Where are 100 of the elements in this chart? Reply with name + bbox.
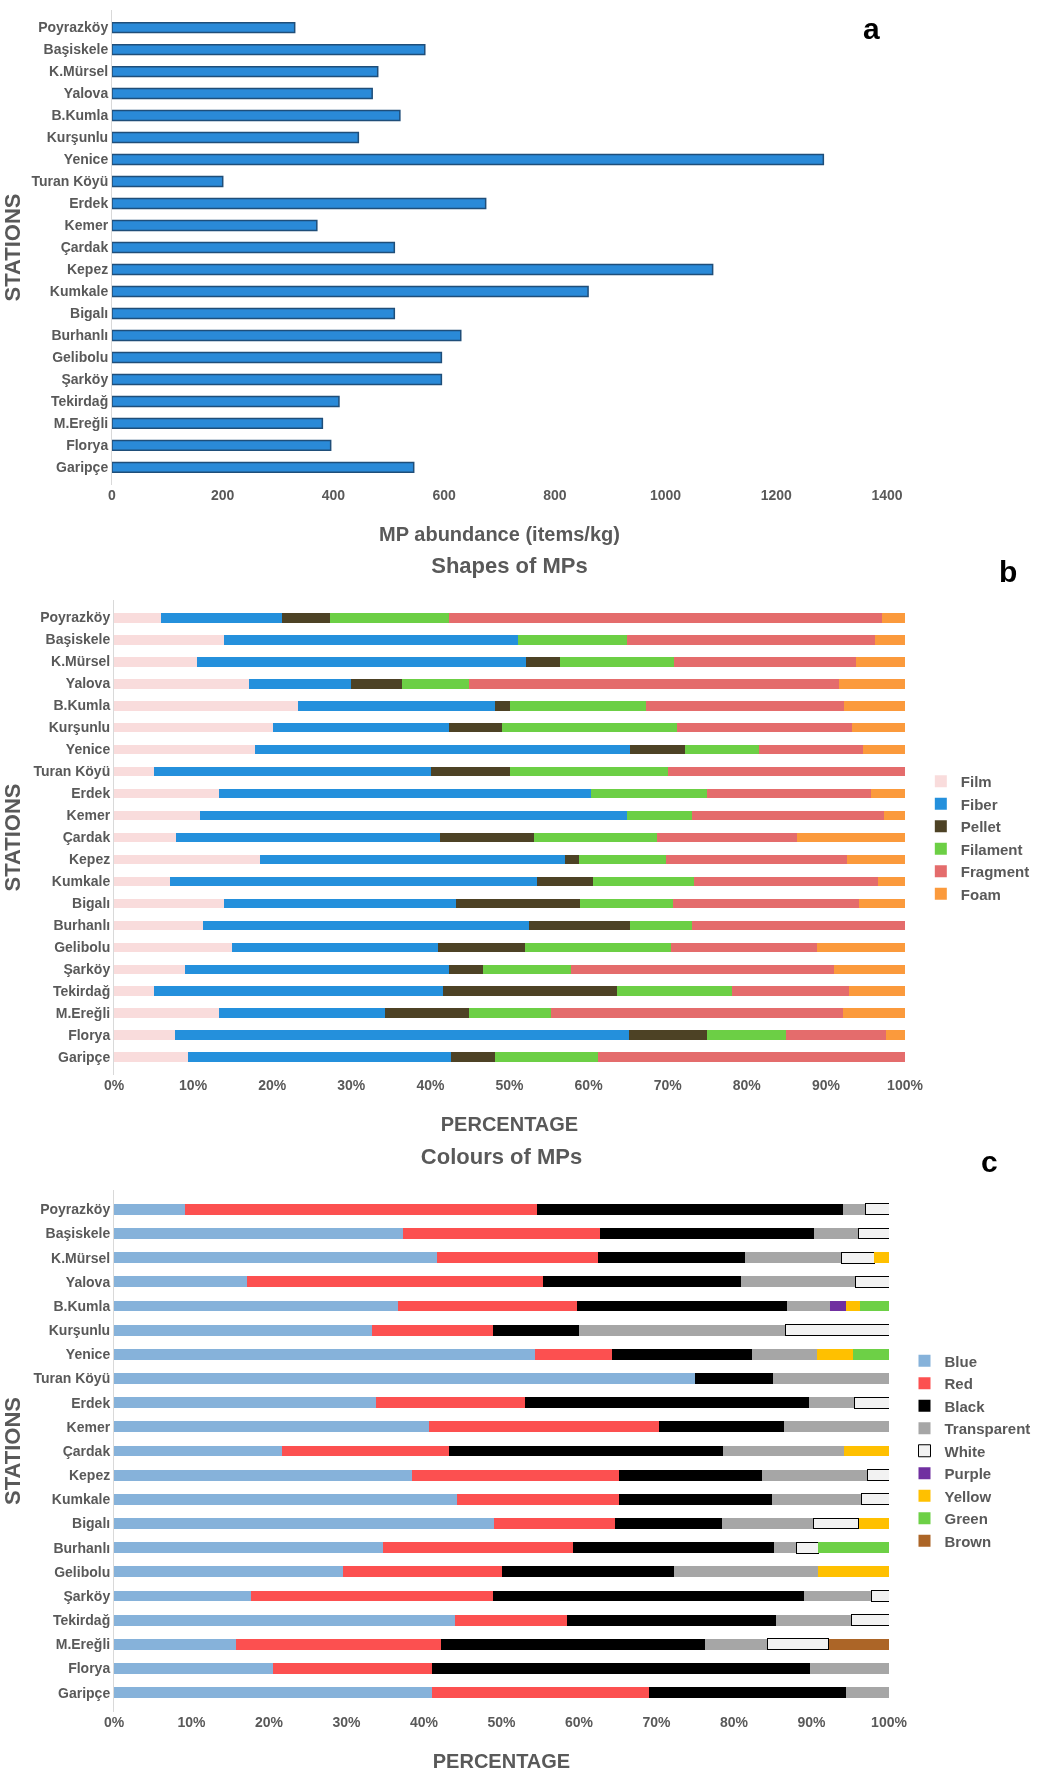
- bar: [112, 21, 296, 34]
- x-tick-label: 40%: [409, 1714, 439, 1730]
- bar: [629, 920, 693, 931]
- bar: [254, 744, 630, 755]
- bar: [692, 920, 905, 931]
- bar: [809, 1663, 889, 1674]
- y-tick-label: Erdek: [71, 785, 111, 802]
- bar: [449, 612, 883, 623]
- bar: [174, 1030, 629, 1041]
- bar: [843, 1203, 866, 1215]
- bar: [231, 942, 438, 953]
- bar: [114, 1421, 429, 1433]
- bar: [272, 1663, 432, 1674]
- bar: [529, 920, 630, 931]
- x-tick-label: 70%: [653, 1077, 683, 1093]
- y-tick-label: Poyrazköy: [40, 1201, 111, 1218]
- bar: [112, 395, 340, 408]
- bar: [112, 373, 443, 386]
- bar: [772, 1373, 889, 1384]
- bar: [648, 1687, 846, 1699]
- bar: [200, 810, 628, 821]
- bar: [112, 65, 379, 78]
- bar: [114, 1614, 455, 1626]
- bar: [796, 832, 905, 843]
- x-tick-label: 600: [432, 487, 457, 503]
- y-tick-label: B.Kumla: [51, 107, 109, 124]
- bar: [525, 942, 671, 953]
- legend-label: Black: [944, 1397, 986, 1415]
- bar: [431, 1687, 649, 1699]
- bar: [692, 810, 884, 821]
- bar: [673, 898, 860, 909]
- bar: [537, 876, 593, 887]
- bar: [813, 1228, 859, 1239]
- bar: [495, 1052, 599, 1063]
- bar: [572, 1542, 774, 1554]
- bar: [114, 1566, 344, 1578]
- y-tick-label: B.Kumla: [53, 697, 111, 714]
- bar: [705, 1638, 768, 1650]
- bar: [153, 986, 444, 997]
- annotation: a: [863, 12, 880, 45]
- legend-label: White: [944, 1442, 986, 1460]
- bar: [809, 1397, 855, 1409]
- bar: [492, 1324, 579, 1336]
- bar: [403, 1228, 600, 1239]
- bar: [443, 986, 618, 997]
- bar: [282, 612, 330, 623]
- bar: [571, 964, 834, 975]
- y-tick-label: K.Mürsel: [51, 1249, 111, 1266]
- bar: [492, 1590, 804, 1602]
- bar: [510, 700, 647, 711]
- y-tick-label: Poyrazköy: [40, 609, 111, 626]
- x-axis-title: PERCENTAGE: [432, 1749, 571, 1772]
- x-tick-label: 20%: [258, 1077, 287, 1093]
- y-tick-label: Florya: [66, 437, 109, 454]
- bar: [112, 351, 443, 364]
- y-tick-label: Yalova: [65, 1273, 111, 1290]
- bar: [260, 854, 565, 865]
- bar: [537, 1203, 844, 1215]
- bar: [184, 1203, 538, 1215]
- bar: [401, 678, 470, 689]
- text: c: [981, 1145, 998, 1178]
- bar: [612, 1348, 752, 1360]
- bar: [858, 1518, 889, 1529]
- y-tick-label: Turan Köyü: [33, 763, 111, 780]
- y-tick-label: Yalova: [65, 675, 111, 692]
- bar: [674, 656, 856, 667]
- bar: [439, 832, 535, 843]
- y-tick-label: Florya: [68, 1027, 111, 1044]
- bar: [223, 634, 519, 645]
- bar: [329, 612, 450, 623]
- y-tick-label: Başiskele: [45, 1225, 111, 1242]
- bar: [112, 175, 224, 188]
- bar: [542, 1276, 741, 1288]
- x-tick-label: 1400: [871, 487, 903, 503]
- legend-label: Purple: [944, 1465, 992, 1483]
- bar: [882, 612, 905, 623]
- y-tick-label: Bigalı: [72, 895, 111, 912]
- bar: [758, 744, 864, 755]
- bar: [695, 1373, 773, 1384]
- bar: [567, 1614, 776, 1626]
- y-tick-label: Yalova: [63, 85, 109, 102]
- bar: [112, 461, 415, 474]
- legend-label: Blue: [944, 1352, 978, 1370]
- x-tick-label: 90%: [797, 1714, 827, 1730]
- y-tick-label: Kepez: [66, 261, 109, 278]
- legend-label: Film: [960, 773, 992, 791]
- x-tick-label: 50%: [495, 1077, 525, 1093]
- bar: [628, 1030, 708, 1041]
- bar: [203, 920, 530, 931]
- bar: [114, 1228, 404, 1239]
- legend-label: Brown: [944, 1532, 992, 1550]
- bar: [112, 241, 396, 254]
- x-tick-label: 20%: [254, 1714, 284, 1730]
- y-tick-label: Şarköy: [63, 1587, 111, 1604]
- bar: [114, 1469, 413, 1481]
- bar: [590, 788, 708, 799]
- bar: [751, 1348, 817, 1360]
- x-tick-label: 40%: [416, 1077, 445, 1093]
- legend-label: Green: [944, 1510, 988, 1528]
- x-tick-label: 80%: [732, 1077, 762, 1093]
